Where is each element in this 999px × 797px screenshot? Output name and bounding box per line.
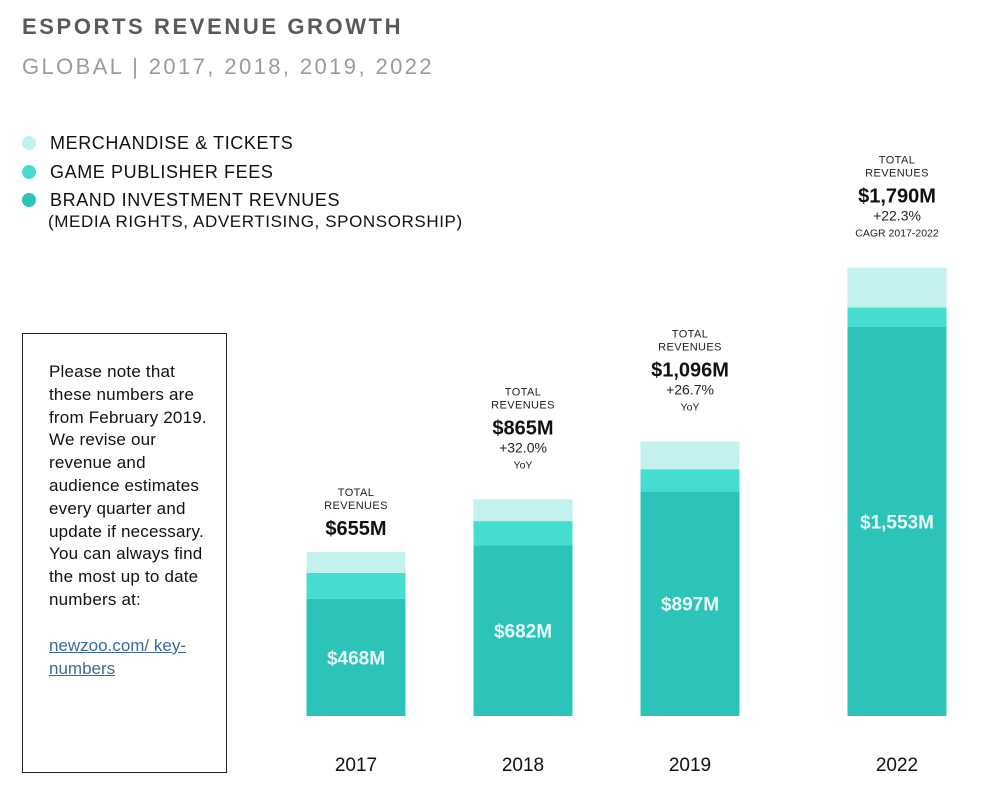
legend-item-publisher-fees: GAME PUBLISHER FEES: [20, 161, 463, 190]
bar-segment-2018-publisher: [473, 521, 573, 546]
total-header-label: TOTAL: [672, 328, 708, 340]
total-header-label: TOTAL: [879, 155, 915, 167]
bar-value-label: $682M: [494, 622, 552, 643]
legend-dot-merchandise-icon: [22, 136, 36, 150]
total-header-label: REVENUES: [865, 168, 929, 180]
legend-label: GAME PUBLISHER FEES: [50, 161, 274, 182]
bar-segment-2019-publisher: [640, 469, 740, 492]
growth-note-label: CAGR 2017-2022: [855, 228, 939, 240]
total-header-label: REVENUES: [658, 341, 722, 353]
chart-subtitle: GLOBAL | 2017, 2018, 2019, 2022: [22, 54, 435, 79]
total-value-label: $655M: [325, 518, 386, 540]
legend-label: MERCHANDISE & TICKETS: [50, 133, 294, 153]
total-header-label: REVENUES: [324, 500, 388, 512]
bar-segment-2017-brand: [306, 598, 406, 716]
bar-segment-2019-merch: [640, 441, 740, 470]
growth-label: +26.7%: [666, 381, 714, 397]
bar-segment-2018-merch: [473, 499, 573, 522]
total-value-label: $1,096M: [651, 359, 729, 381]
x-tick-label: 2017: [335, 755, 377, 776]
total-header-label: TOTAL: [505, 386, 541, 398]
legend-dot-brand-icon: [22, 193, 36, 207]
note-box: Please note that these numbers are from …: [22, 333, 227, 773]
legend: MERCHANDISE & TICKETS GAME PUBLISHER FEE…: [20, 132, 463, 232]
bar-segment-2022-brand: [847, 326, 947, 716]
growth-note-label: YoY: [514, 459, 533, 471]
chart-title: ESPORTS REVENUE GROWTH: [22, 14, 404, 39]
bar-segment-2017-merch: [306, 551, 406, 573]
bar-value-label: $897M: [661, 595, 719, 616]
legend-item-brand-investment: BRAND INVESTMENT REVNUES: [20, 189, 463, 218]
bar-value-label: $468M: [327, 648, 385, 669]
growth-label: +22.3%: [873, 208, 921, 224]
note-text: Please note that these numbers are from …: [49, 362, 207, 609]
bar-segment-2018-brand: [473, 545, 573, 716]
bar-segment-2019-brand: [640, 491, 740, 716]
total-value-label: $1,790M: [858, 186, 936, 208]
newzoo-key-numbers-link[interactable]: newzoo.com/ key-numbers: [49, 635, 186, 678]
legend-label: BRAND INVESTMENT REVNUES: [50, 190, 341, 210]
legend-dot-publisher-icon: [22, 164, 36, 179]
total-header-label: TOTAL: [338, 487, 374, 499]
bar-value-label: $1,553M: [860, 512, 934, 533]
legend-sublabel: (MEDIA RIGHTS, ADVERTISING, SPONSORSHIP): [48, 211, 463, 231]
bar-segment-2017-publisher: [306, 572, 406, 599]
x-tick-label: 2022: [876, 755, 918, 776]
growth-note-label: YoY: [681, 401, 700, 413]
total-header-label: REVENUES: [491, 399, 555, 411]
legend-item-merchandise: MERCHANDISE & TICKETS: [20, 132, 463, 161]
bar-segment-2022-merch: [847, 267, 947, 308]
x-tick-label: 2019: [669, 755, 711, 776]
total-value-label: $865M: [492, 417, 553, 439]
growth-label: +32.0%: [499, 439, 547, 455]
x-tick-label: 2018: [502, 755, 544, 776]
bar-segment-2022-publisher: [847, 307, 947, 327]
